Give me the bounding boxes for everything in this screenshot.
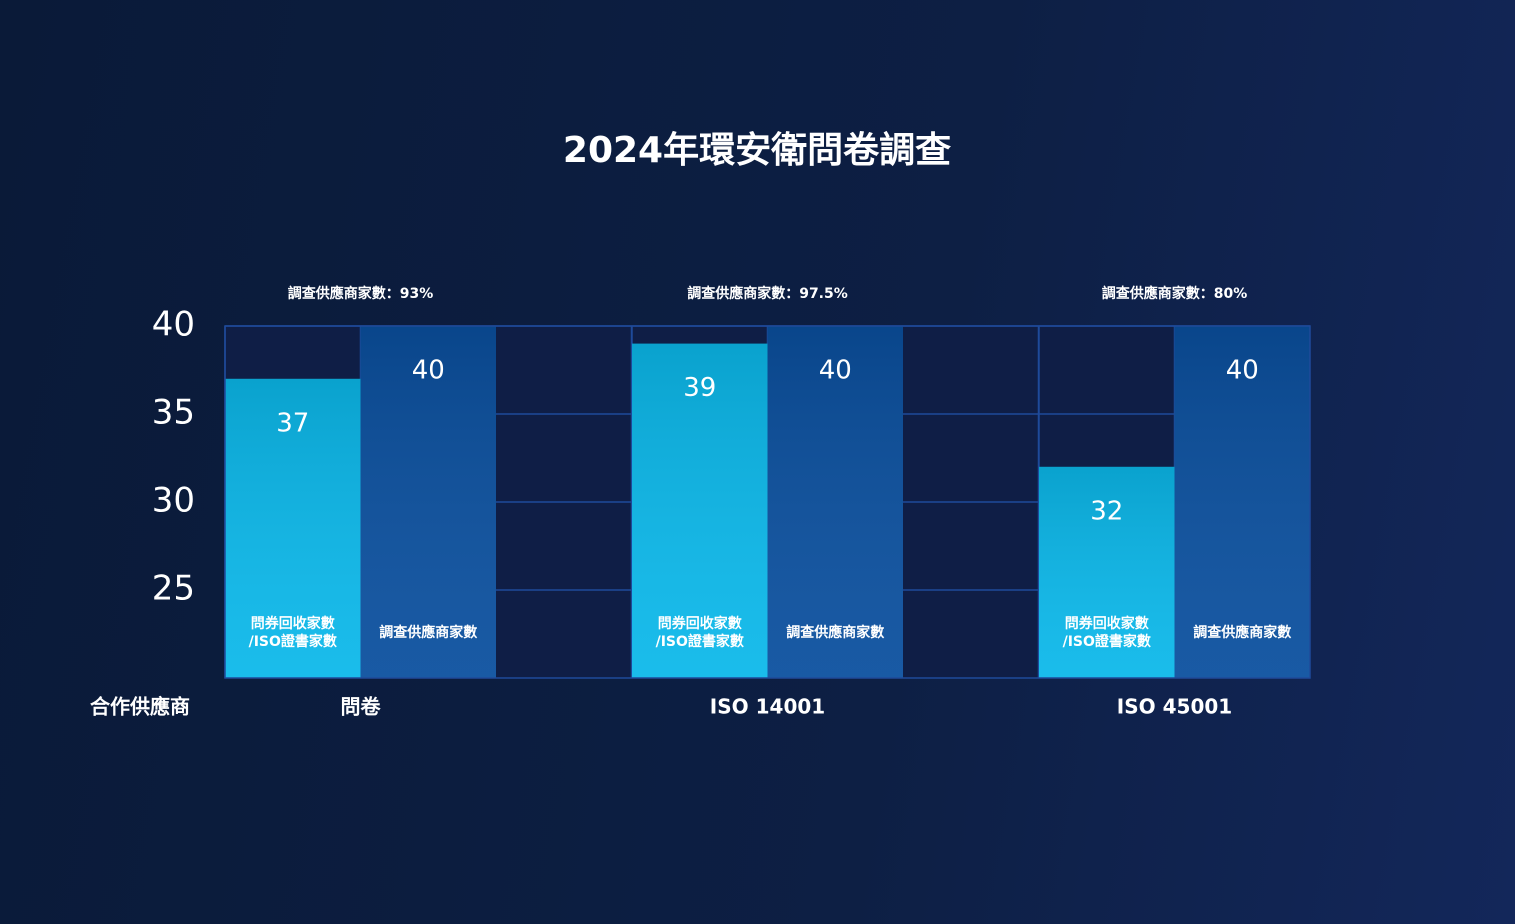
bar-shade <box>360 326 496 678</box>
annotation: 調查供應商家數：93% <box>288 285 434 302</box>
y-tick-label: 40 <box>152 305 195 345</box>
annotation: 調查供應商家數：97.5% <box>687 285 848 302</box>
series-label: 問券回收家數 /ISO證書家數 <box>655 616 744 650</box>
bar-shade <box>1039 466 1175 678</box>
plot-border <box>224 325 1311 679</box>
annotation: 調查供應商家數：80% <box>1102 285 1248 302</box>
value-label: 40 <box>412 356 445 386</box>
value-label: 40 <box>819 356 852 386</box>
y-tick-label: 25 <box>152 569 195 609</box>
series-label: 調查供應商家數 <box>379 625 478 641</box>
bar-shade <box>767 326 903 678</box>
series-label: 問券回收家數 /ISO證書家數 <box>1062 616 1151 650</box>
value-label: 39 <box>683 373 716 403</box>
x-tick-label: 問卷 <box>341 695 382 719</box>
y-tick-label: 35 <box>152 393 195 433</box>
value-label: 32 <box>1090 496 1123 526</box>
bar-shade <box>225 378 361 678</box>
value-label: 37 <box>276 408 309 438</box>
x-tick-label: ISO 45001 <box>1117 695 1232 719</box>
bar-shade <box>1174 326 1310 678</box>
bar-shade <box>632 343 768 678</box>
series-label: 調查供應商家數 <box>786 625 885 641</box>
y-tick-label: 30 <box>152 481 195 521</box>
x-axis-label: 合作供應商 <box>90 695 190 719</box>
value-label: 40 <box>1226 356 1259 386</box>
series-label: 調查供應商家數 <box>1193 625 1292 641</box>
chart-title: 2024年環安衛問卷調查 <box>563 130 951 171</box>
x-tick-label: ISO 14001 <box>710 695 825 719</box>
series-label: 問券回收家數 /ISO證書家數 <box>248 616 337 650</box>
